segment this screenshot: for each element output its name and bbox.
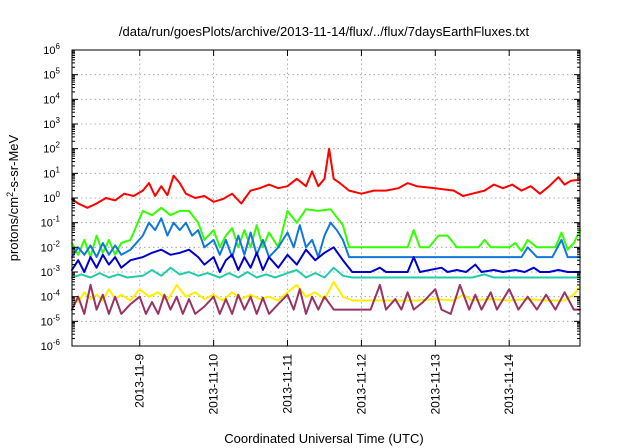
y-tick-label: 100 bbox=[43, 190, 60, 205]
series-line-3 bbox=[71, 217, 581, 259]
y-tick-label: 10-6 bbox=[41, 338, 61, 353]
series-line-2 bbox=[71, 206, 581, 259]
x-tick-label: 2013-11-9 bbox=[133, 354, 147, 408]
series-line-4 bbox=[71, 246, 581, 273]
x-tick-label: 2013-11-14 bbox=[502, 354, 516, 415]
y-tick-label: 103 bbox=[43, 116, 60, 131]
x-axis-label: Coordinated Universal Time (UTC) bbox=[224, 431, 423, 446]
x-tick-label: 2013-11-13 bbox=[428, 354, 442, 415]
y-tick-label: 106 bbox=[43, 42, 60, 57]
y-tick-label: 105 bbox=[43, 67, 60, 82]
y-axis: 10-6 10-5 10-4 10-3 10-2 10-1 100 101 102 103 104 1… bbox=[41, 42, 580, 353]
x-tick-label: 2013-11-11 bbox=[281, 354, 295, 414]
x-tick-label: 2013-11-10 bbox=[207, 354, 221, 415]
grid-lines bbox=[72, 50, 580, 346]
y-tick-label: 102 bbox=[43, 141, 60, 156]
x-axis: 2013-11-9 2013-11-10 2013-11-11 2013-11-12 2… bbox=[133, 50, 516, 415]
y-axis-label: protons/cm2-s-sr-MeV bbox=[5, 134, 21, 261]
plot-frame bbox=[71, 49, 581, 347]
series-line-1 bbox=[71, 147, 581, 209]
chart-title: /data/run/goesPlots/archive/2013-11-14/f… bbox=[119, 24, 530, 39]
y-tick-label: 10-4 bbox=[41, 289, 61, 304]
y-tick-label: 10-2 bbox=[41, 239, 61, 254]
y-tick-label: 101 bbox=[43, 165, 60, 180]
y-tick-label: 10-1 bbox=[41, 215, 61, 230]
y-tick-label: 10-5 bbox=[41, 313, 61, 328]
series-line-5 bbox=[71, 266, 581, 279]
x-tick-label: 2013-11-12 bbox=[354, 354, 368, 415]
y-tick-label: 10-3 bbox=[41, 264, 61, 279]
series-layer bbox=[71, 147, 581, 315]
y-tick-label: 104 bbox=[43, 91, 60, 106]
series-line-7 bbox=[71, 283, 581, 315]
